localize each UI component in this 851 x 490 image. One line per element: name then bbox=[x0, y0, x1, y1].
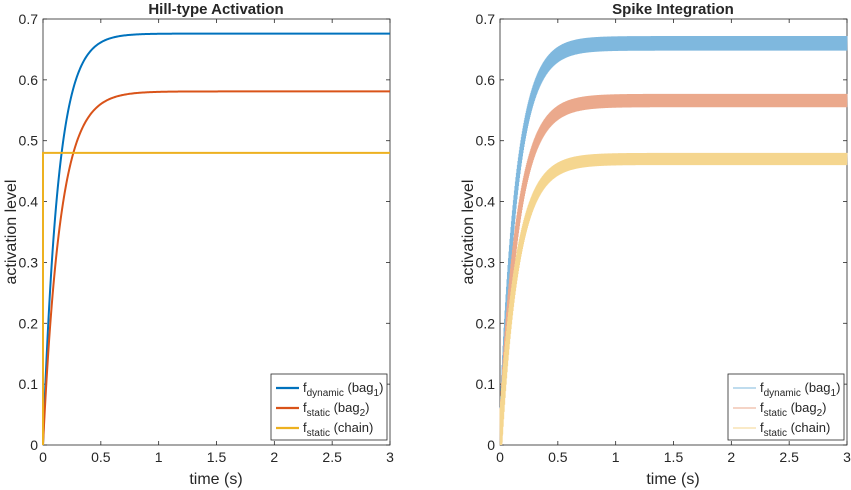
series-line-2 bbox=[499, 152, 848, 446]
legend-label-0: fdynamic (bag1) bbox=[303, 380, 383, 399]
series-line-1 bbox=[499, 93, 848, 446]
legend-box bbox=[727, 373, 845, 441]
legend: fdynamic (bag1)fstatic (bag2)fstatic (ch… bbox=[727, 373, 845, 441]
legend-label-2: fstatic (chain) bbox=[760, 420, 830, 439]
x-tick-label: 3 bbox=[843, 449, 851, 465]
x-tick-label: 2.5 bbox=[779, 449, 799, 465]
y-tick-label: 0.5 bbox=[476, 133, 496, 149]
panel-spike-integration: Spike Integration time (s) activation le… bbox=[460, 1, 851, 488]
series-lines bbox=[499, 36, 848, 446]
y-tick-label: 0.2 bbox=[476, 315, 496, 331]
x-tick-label: 2 bbox=[270, 449, 278, 465]
x-axis-label: time (s) bbox=[189, 471, 242, 488]
y-axis-label: activation level bbox=[3, 180, 20, 285]
y-tick-label: 0.4 bbox=[476, 194, 496, 210]
x-tick-label: 0.5 bbox=[91, 449, 111, 465]
y-tick-label: 0.4 bbox=[19, 194, 39, 210]
legend: fdynamic (bag1)fstatic (bag2)fstatic (ch… bbox=[270, 373, 388, 441]
legend-label-0: fdynamic (bag1) bbox=[760, 380, 840, 399]
x-axis-label: time (s) bbox=[646, 471, 699, 488]
y-tick-label: 0.1 bbox=[476, 376, 496, 392]
chart-title: Hill-type Activation bbox=[148, 1, 283, 18]
y-tick-label: 0.7 bbox=[19, 11, 39, 27]
y-axis-label: activation level bbox=[460, 180, 477, 285]
legend-label-2: fstatic (chain) bbox=[303, 420, 373, 439]
y-tick-label: 0 bbox=[487, 437, 495, 453]
series-lines bbox=[42, 32, 390, 446]
y-tick-label: 0.3 bbox=[476, 254, 496, 270]
x-tick-label: 0 bbox=[39, 449, 47, 465]
y-tick-label: 0.5 bbox=[19, 133, 39, 149]
x-tick-label: 1.5 bbox=[664, 449, 684, 465]
x-tick-label: 2 bbox=[727, 449, 735, 465]
x-tick-label: 1 bbox=[155, 449, 163, 465]
series-line-0 bbox=[499, 36, 848, 446]
chart-title: Spike Integration bbox=[612, 1, 734, 18]
series-line-2 bbox=[42, 151, 390, 445]
x-tick-label: 1.5 bbox=[207, 449, 227, 465]
x-tick-label: 0 bbox=[496, 449, 504, 465]
axis-ticks: 0 0.5 1 1.5 2 2.5 3 0 0.1 0.2 0.3 0.4 0.5 0.6 0.7 bbox=[19, 11, 395, 465]
panel-hill-type-activation: Hill-type Activation time (s) activation… bbox=[3, 1, 394, 488]
y-tick-label: 0.1 bbox=[19, 376, 39, 392]
x-tick-label: 3 bbox=[386, 449, 394, 465]
y-tick-label: 0.6 bbox=[476, 72, 496, 88]
series-line-0 bbox=[42, 32, 390, 446]
series-line-1 bbox=[42, 90, 390, 446]
y-tick-label: 0 bbox=[30, 437, 38, 453]
y-tick-label: 0.6 bbox=[19, 72, 39, 88]
y-tick-label: 0.3 bbox=[19, 254, 39, 270]
x-tick-label: 2.5 bbox=[322, 449, 342, 465]
x-tick-label: 0.5 bbox=[548, 449, 568, 465]
legend-label-1: fstatic (bag2) bbox=[303, 400, 370, 419]
legend-label-1: fstatic (bag2) bbox=[760, 400, 827, 419]
y-tick-label: 0.2 bbox=[19, 315, 39, 331]
axis-ticks: 0 0.5 1 1.5 2 2.5 3 0 0.1 0.2 0.3 0.4 0.5 0.6 0.7 bbox=[476, 11, 851, 465]
y-tick-label: 0.7 bbox=[476, 11, 496, 27]
x-tick-label: 1 bbox=[612, 449, 620, 465]
